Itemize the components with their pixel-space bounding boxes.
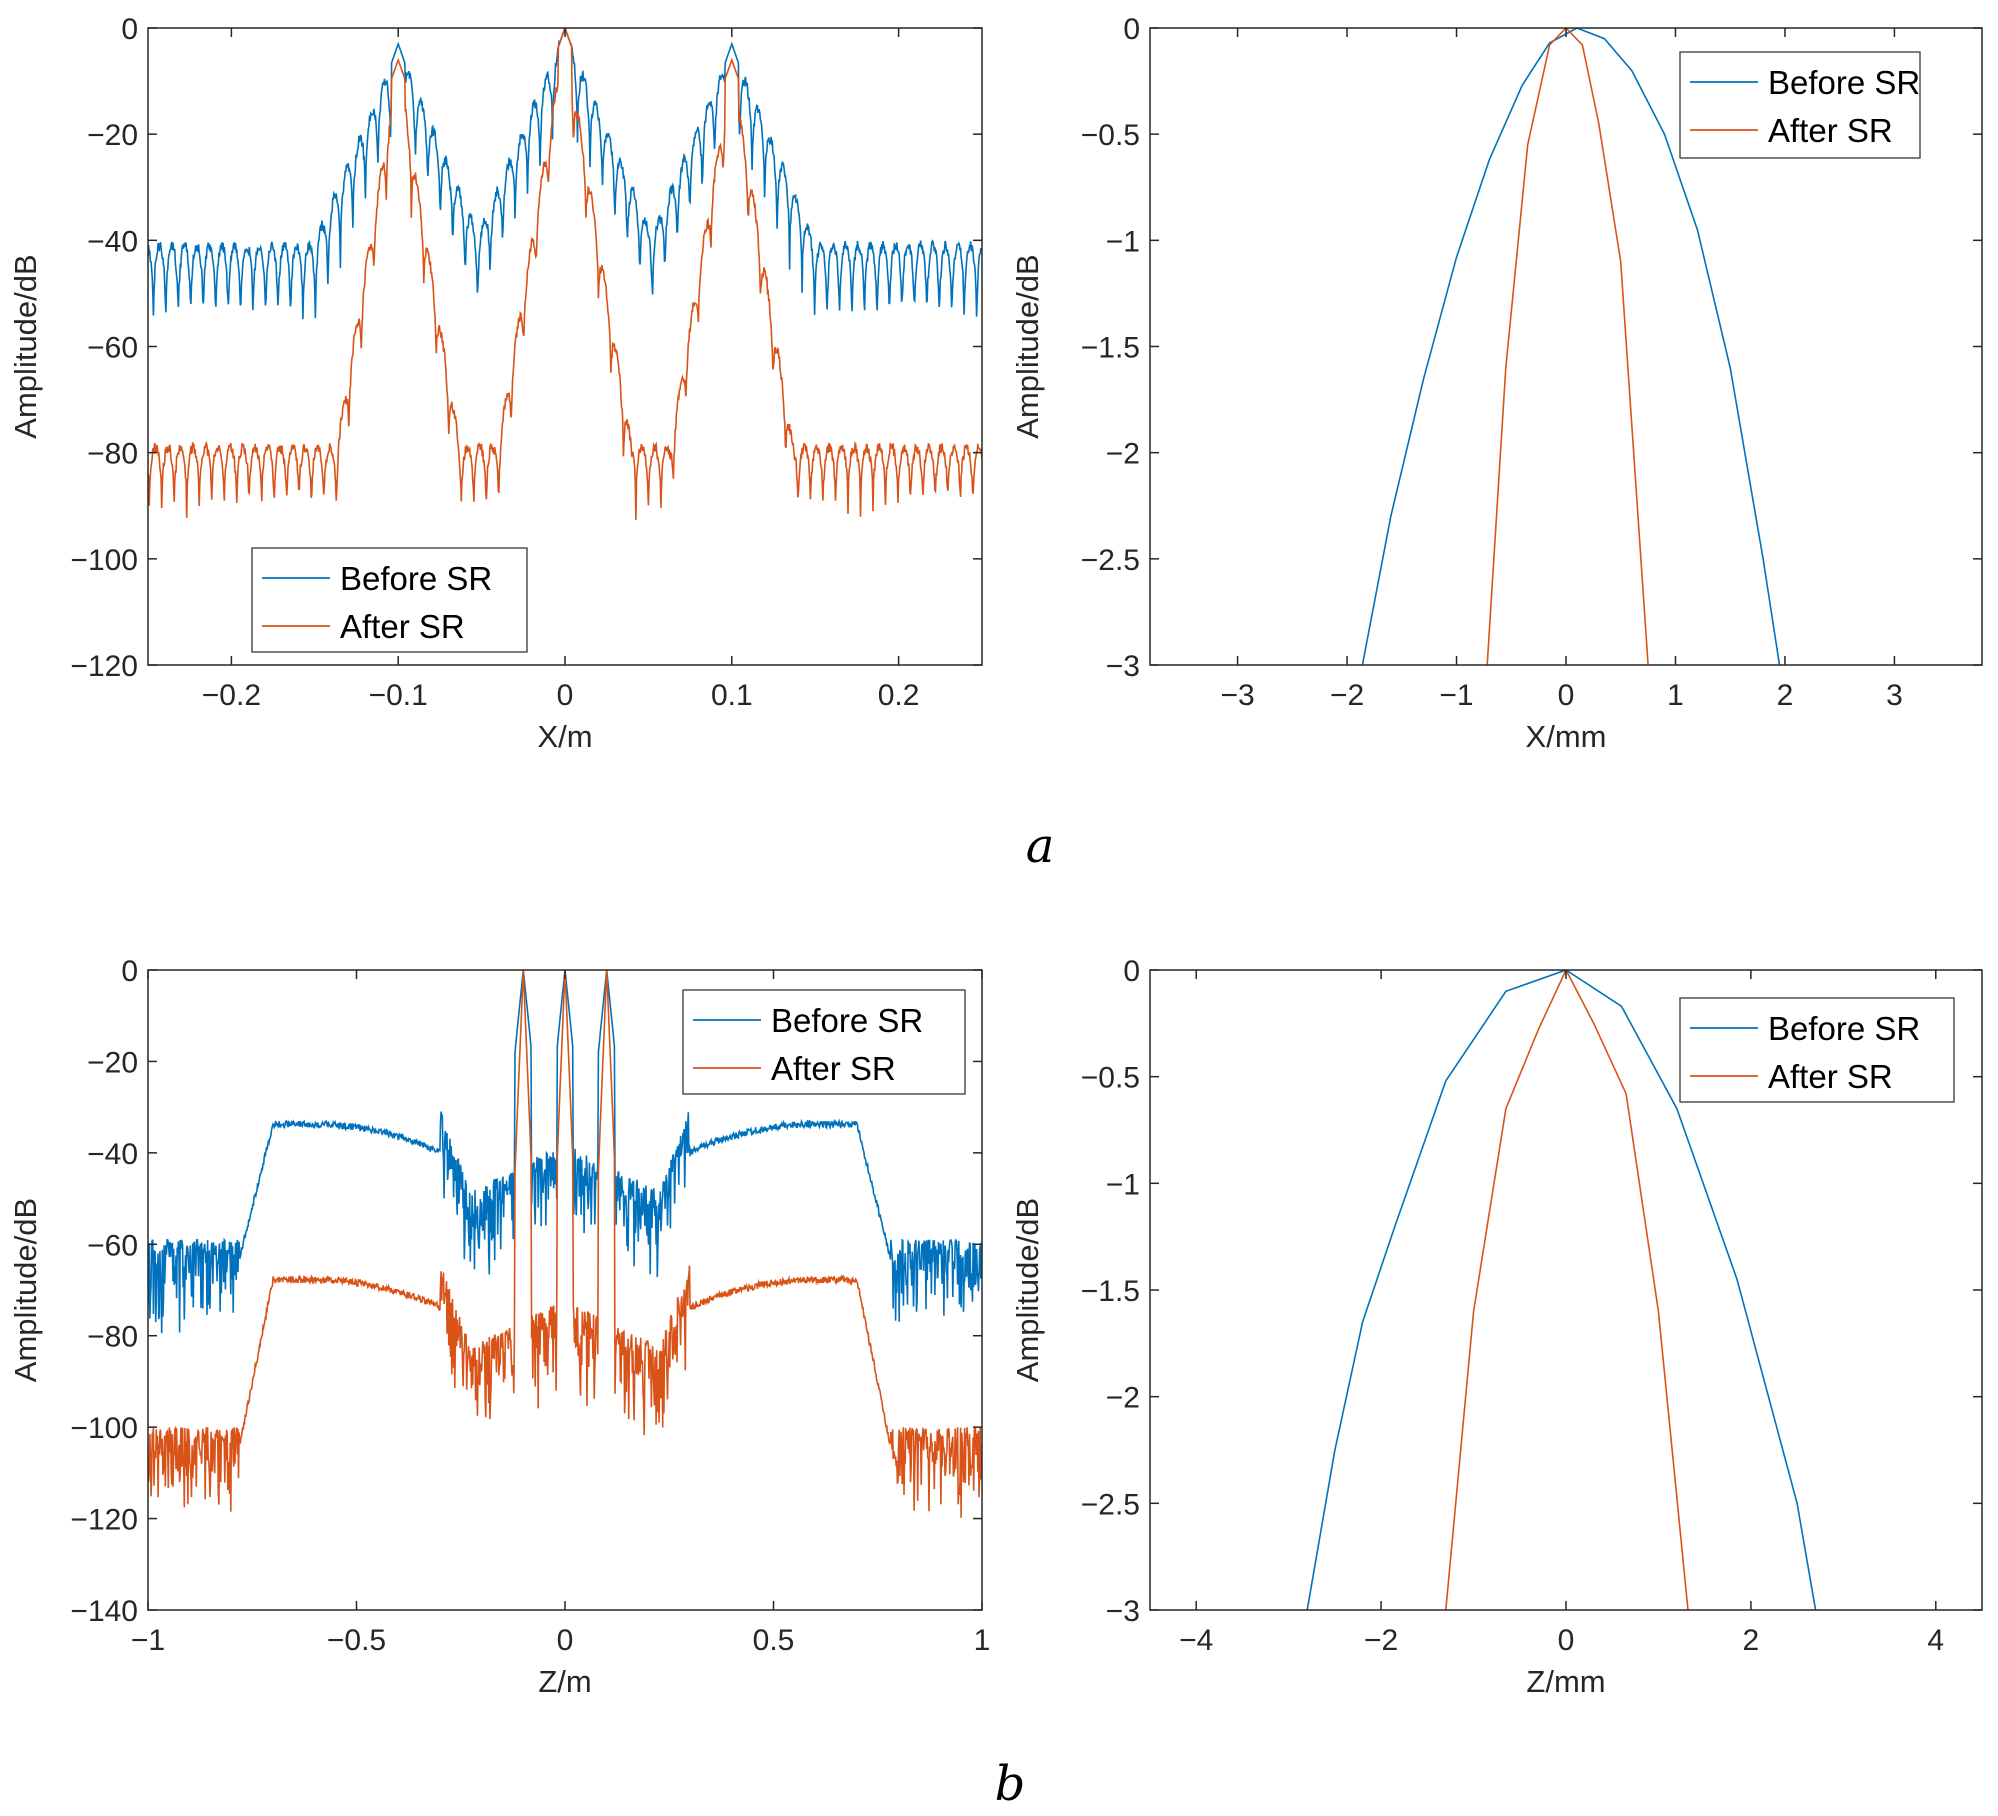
y-tick-label: −3 [1106, 650, 1140, 683]
y-tick-label: −0.5 [1081, 1062, 1140, 1095]
x-tick-label: 0 [557, 679, 574, 712]
x-axis-label: Z/mm [1526, 1664, 1605, 1699]
x-tick-label: −1 [131, 1624, 165, 1657]
x-tick-label: 4 [1927, 1624, 1944, 1657]
series-line-before-sr [1306, 970, 1817, 1610]
y-tick-label: −140 [70, 1595, 138, 1628]
chart-panel-a-left: −0.2 −0.1 0 0.1 0.2 0 −20 −40 −60 −80 −100 −120 X/m A… [8, 13, 983, 754]
plot-area [1306, 970, 1817, 1610]
x-tick-label: 0.2 [878, 679, 920, 712]
legend-box [251, 547, 528, 653]
y-tick-label: −80 [87, 1321, 138, 1354]
y-tick-label: −2.5 [1081, 544, 1140, 577]
legend: Before SR After SR [682, 989, 966, 1095]
x-tick-label: 0 [557, 1624, 574, 1657]
y-axis-label: Amplitude/dB [8, 254, 43, 438]
plot-area [148, 970, 982, 1518]
y-tick-label: −40 [87, 225, 138, 258]
y-tick-label: −1 [1106, 225, 1140, 258]
y-tick-label: −3 [1106, 1595, 1140, 1628]
x-tick-label: −4 [1179, 1624, 1213, 1657]
series-line-before-sr [148, 28, 982, 320]
x-tick-label: 0 [1558, 1624, 1575, 1657]
y-axis-label: Amplitude/dB [8, 1198, 43, 1382]
y-tick-label: −2 [1106, 1382, 1140, 1415]
legend: Before SR After SR [1679, 997, 1955, 1103]
y-tick-label: −2.5 [1081, 1488, 1140, 1521]
x-tick-label: 1 [974, 1624, 991, 1657]
caption-b: b [995, 1756, 1026, 1812]
x-tick-label: −2 [1330, 679, 1364, 712]
legend-label: Before SR [1768, 1010, 1920, 1047]
x-tick-label: −1 [1439, 679, 1473, 712]
y-tick-label: −60 [87, 1229, 138, 1262]
chart-panel-a-right: −3 −2 −1 0 1 2 3 0 −0.5 −1 −1.5 −2 −2.5 −3 X/mm Amplitu… [1010, 13, 1983, 754]
y-tick-label: 0 [1123, 13, 1140, 46]
caption-a: a [1026, 818, 1055, 874]
x-tick-label: 1 [1667, 679, 1684, 712]
series-line-after-sr [1445, 970, 1689, 1610]
x-tick-label: 0.1 [711, 679, 753, 712]
legend-box [1679, 997, 1955, 1103]
legend-box [682, 989, 966, 1095]
y-tick-label: 0 [121, 13, 138, 46]
series-line-before-sr [148, 970, 982, 1334]
legend: Before SR After SR [251, 547, 528, 653]
x-tick-label: 0.5 [753, 1624, 795, 1657]
legend-label: After SR [1768, 112, 1893, 149]
y-tick-label: −2 [1106, 438, 1140, 471]
x-tick-label: −3 [1220, 679, 1254, 712]
y-tick-label: −1.5 [1081, 1275, 1140, 1308]
y-tick-label: −80 [87, 438, 138, 471]
x-tick-label: −0.5 [327, 1624, 386, 1657]
x-tick-label: −0.2 [202, 679, 261, 712]
legend-label: Before SR [340, 560, 492, 597]
x-tick-label: 0 [1558, 679, 1575, 712]
y-tick-label: −20 [87, 1046, 138, 1079]
legend-label: After SR [1768, 1058, 1893, 1095]
series-line-before-sr [1361, 28, 1781, 665]
legend: Before SR After SR [1679, 51, 1921, 159]
x-axis-label: X/mm [1526, 719, 1607, 754]
y-tick-label: −100 [70, 1412, 138, 1445]
legend-label: After SR [340, 608, 465, 645]
series-line-after-sr [148, 970, 982, 1518]
y-tick-label: −20 [87, 119, 138, 152]
legend-label: Before SR [771, 1002, 923, 1039]
y-tick-label: −60 [87, 332, 138, 365]
y-axis-label: Amplitude/dB [1010, 254, 1045, 438]
chart-panel-b-left: −1 −0.5 0 0.5 1 0 −20 −40 −60 −80 −100 −120 −140 Z/m A… [8, 955, 990, 1699]
y-tick-label: −40 [87, 1138, 138, 1171]
y-axis-label: Amplitude/dB [1010, 1198, 1045, 1382]
x-tick-label: 2 [1743, 1624, 1760, 1657]
plot-area [1361, 28, 1781, 665]
series-line-after-sr [1486, 28, 1649, 665]
x-tick-label: 3 [1886, 679, 1903, 712]
series-line-after-sr [148, 28, 982, 521]
x-tick-label: −0.1 [369, 679, 428, 712]
y-tick-label: −1.5 [1081, 332, 1140, 365]
y-tick-label: −100 [70, 544, 138, 577]
chart-panel-b-right: −4 −2 0 2 4 0 −0.5 −1 −1.5 −2 −2.5 −3 Z/mm Amplitude/… [1010, 955, 1983, 1699]
y-tick-label: −120 [70, 650, 138, 683]
y-tick-label: −0.5 [1081, 119, 1140, 152]
y-tick-label: 0 [1123, 955, 1140, 988]
y-tick-label: −120 [70, 1504, 138, 1537]
plot-area [148, 28, 982, 521]
legend-box [1679, 51, 1921, 159]
legend-label: After SR [771, 1050, 896, 1087]
legend-label: Before SR [1768, 64, 1920, 101]
x-axis-label: Z/m [538, 1664, 591, 1699]
y-tick-label: 0 [121, 955, 138, 988]
x-tick-label: 2 [1777, 679, 1794, 712]
y-tick-label: −1 [1106, 1168, 1140, 1201]
x-axis-label: X/m [537, 719, 592, 754]
x-tick-label: −2 [1364, 1624, 1398, 1657]
